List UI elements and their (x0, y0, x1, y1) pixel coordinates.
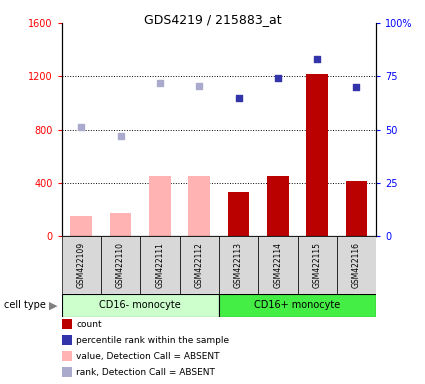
Point (275, 74, 281, 81)
Text: CD16- monocyte: CD16- monocyte (99, 300, 181, 310)
Text: percentile rank within the sample: percentile rank within the sample (76, 336, 230, 345)
Text: CD16+ monocyte: CD16+ monocyte (255, 300, 340, 310)
Bar (228, 192, 249, 236)
Text: value, Detection Call = ABSENT: value, Detection Call = ABSENT (76, 352, 220, 361)
Text: GSM422111: GSM422111 (156, 242, 164, 288)
Text: GSM422114: GSM422114 (273, 242, 282, 288)
Text: cell type: cell type (4, 300, 46, 310)
Point (235, 94, 242, 101)
Point (314, 56, 320, 62)
Text: rank, Detection Call = ABSENT: rank, Detection Call = ABSENT (76, 368, 215, 377)
Text: count: count (76, 320, 102, 329)
Bar (149, 176, 171, 236)
Text: GSM422113: GSM422113 (234, 242, 243, 288)
Bar (219, 236, 258, 294)
Bar (71, 216, 92, 236)
Text: ▶: ▶ (49, 300, 57, 310)
Text: GDS4219 / 215883_at: GDS4219 / 215883_at (144, 13, 281, 26)
Bar (258, 236, 297, 294)
Point (78, 124, 85, 130)
Bar (62, 294, 219, 317)
Point (196, 83, 203, 89)
Bar (306, 74, 328, 236)
Bar (179, 236, 219, 294)
Bar (298, 236, 337, 294)
Bar (346, 181, 367, 236)
Bar (62, 236, 101, 294)
Point (156, 80, 163, 86)
Text: GSM422110: GSM422110 (116, 242, 125, 288)
Bar (267, 176, 289, 236)
Bar (110, 213, 131, 236)
Bar (219, 294, 376, 317)
Bar (140, 236, 179, 294)
Point (117, 132, 124, 139)
Point (353, 84, 360, 90)
Text: GSM422115: GSM422115 (313, 242, 322, 288)
Bar (101, 236, 140, 294)
Text: GSM422109: GSM422109 (77, 242, 86, 288)
Bar (337, 236, 376, 294)
Bar (188, 176, 210, 236)
Text: GSM422116: GSM422116 (352, 242, 361, 288)
Text: GSM422112: GSM422112 (195, 242, 204, 288)
